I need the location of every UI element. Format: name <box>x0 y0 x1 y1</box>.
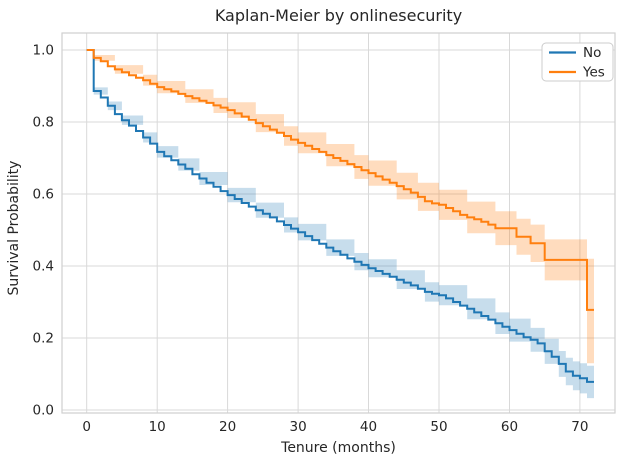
y-tick-label: 0.0 <box>33 403 54 419</box>
x-tick-label: 50 <box>430 419 447 435</box>
x-tick-label: 60 <box>501 419 518 435</box>
x-tick-label: 70 <box>571 419 588 435</box>
x-tick-label: 20 <box>219 419 236 435</box>
x-tick-label: 0 <box>82 419 91 435</box>
legend-label-yes: Yes <box>582 65 605 81</box>
y-tick-label: 0.2 <box>33 331 54 347</box>
y-axis-label: Survival Probability <box>6 160 22 296</box>
y-tick-label: 0.4 <box>33 259 54 275</box>
x-tick-label: 30 <box>290 419 307 435</box>
y-tick-label: 1.0 <box>33 43 54 59</box>
x-tick-label: 40 <box>360 419 377 435</box>
x-axis-label: Tenure (months) <box>281 440 396 456</box>
x-tick-label: 10 <box>149 419 166 435</box>
plot-border <box>61 32 616 414</box>
chart-title: Kaplan-Meier by onlinesecurity <box>214 6 463 25</box>
ci-band-yes <box>86 50 594 364</box>
km-curve-no <box>86 49 594 383</box>
km-curve-yes <box>86 49 594 311</box>
y-tick-label: 0.8 <box>33 115 54 131</box>
y-tick-label: 0.6 <box>33 187 54 203</box>
legend-label-no: No <box>583 45 601 61</box>
